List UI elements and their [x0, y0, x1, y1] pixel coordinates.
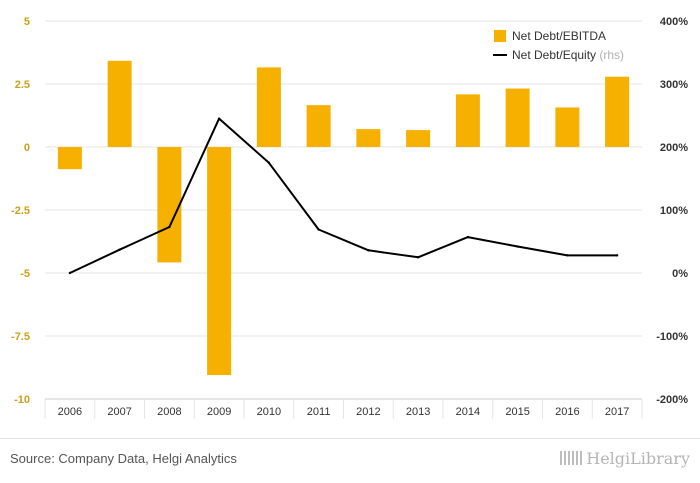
line-point [367, 249, 370, 252]
x-tick-label: 2006 [58, 406, 82, 418]
chart: 5 2.5 0 -2.5 -5 -7.5 -10 400% 300% 200% 100% 0% -100… [11, 16, 688, 419]
line-point [118, 248, 121, 251]
x-tick-label: 2017 [605, 406, 629, 418]
bar [406, 130, 431, 147]
y-left-tick-label: 2.5 [15, 79, 30, 91]
legend: Net Debt/EBITDA Net Debt/Equity (rhs) [493, 29, 624, 62]
library-icon [560, 451, 583, 465]
y-left-tick-label: -7.5 [11, 331, 30, 343]
bar [107, 60, 132, 147]
x-tick-label: 2014 [456, 406, 480, 418]
source-note: Source: Company Data, Helgi Analytics [10, 451, 237, 466]
line-point [267, 161, 271, 164]
legend-label: Net Debt/Equity (rhs) [512, 48, 624, 62]
line-point [516, 245, 519, 248]
bar [157, 147, 182, 263]
line-point [217, 117, 221, 120]
legend-series-suffix: (rhs) [599, 48, 624, 62]
y-right-tick-label: -100% [656, 331, 688, 343]
y-left-tick-label: 5 [24, 16, 30, 28]
line-point [466, 235, 470, 239]
x-tick-label: 2011 [307, 406, 331, 418]
line-point [615, 254, 619, 257]
grid-lines [45, 20, 642, 400]
bar [605, 76, 630, 147]
x-tick-label: 2007 [107, 406, 131, 418]
y-left-tick-label: -5 [20, 268, 30, 280]
y-right-tick-label: 0% [672, 268, 688, 280]
line-point [566, 254, 569, 257]
line-point [317, 228, 320, 231]
x-tick-label: 2008 [157, 406, 181, 418]
y-right-tick-label: -200% [656, 394, 688, 406]
legend-swatch-bar [494, 30, 506, 42]
bar [256, 67, 281, 147]
bar [57, 147, 82, 170]
brand-name: HelgiLibrary [586, 449, 690, 468]
x-tick-label: 2016 [555, 406, 579, 418]
legend-label: Net Debt/EBITDA [512, 29, 606, 43]
y-right-tick-label: 300% [660, 79, 688, 91]
y-left-tick-label: -2.5 [11, 205, 30, 217]
x-tick-label: 2013 [406, 406, 430, 418]
y-right-tick-label: 100% [660, 205, 688, 217]
line-point [168, 225, 171, 229]
y-left-tick-label: -10 [14, 394, 30, 406]
brand-logo: HelgiLibrary [560, 449, 690, 468]
x-tick-label: 2009 [207, 406, 231, 418]
bar-series [57, 60, 630, 376]
x-tick-label: 2015 [505, 406, 529, 418]
line-point [416, 256, 420, 259]
line-path [69, 117, 618, 274]
bar [555, 107, 580, 147]
bar [207, 147, 232, 376]
y-left-tick-label: 0 [24, 142, 30, 154]
bar [306, 105, 331, 147]
legend-series-name: Net Debt/Equity [512, 48, 599, 62]
x-tick-label: 2012 [356, 406, 380, 418]
bar [455, 94, 480, 147]
line-point [68, 271, 72, 275]
x-tick-label: 2010 [257, 406, 281, 418]
bar [505, 88, 530, 147]
axes: 5 2.5 0 -2.5 -5 -7.5 -10 400% 300% 200% 100% 0% -100… [11, 16, 688, 419]
line-series [68, 117, 619, 275]
bar [356, 129, 381, 147]
y-right-tick-label: 200% [660, 142, 688, 154]
footer-divider [0, 438, 700, 439]
y-right-tick-label: 400% [660, 16, 688, 28]
